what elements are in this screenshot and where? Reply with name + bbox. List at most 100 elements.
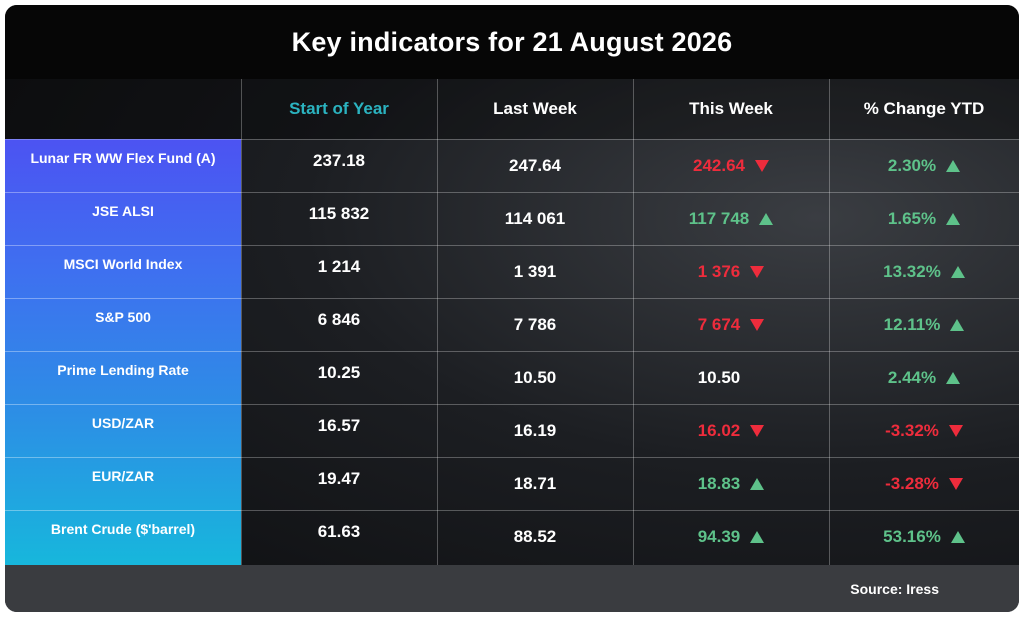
this-week-value: 242.64 xyxy=(693,155,745,175)
triangle-up-icon xyxy=(950,318,965,331)
cell-last-week: 88.52 xyxy=(513,526,557,546)
row-divider xyxy=(241,298,1019,299)
cell-start-of-year: 115 832 xyxy=(308,203,370,223)
indicators-table: Start of Year Last Week This Week % Chan… xyxy=(5,79,1019,565)
ytd-value: 2.30% xyxy=(887,155,937,175)
row-label: MSCI World Index xyxy=(63,256,183,272)
cell-change-ytd: -3.28% xyxy=(829,457,1019,510)
row-label: S&P 500 xyxy=(95,309,151,325)
ytd-value: 12.11% xyxy=(883,314,941,334)
cell-change-ytd: 1.65% xyxy=(829,192,1019,245)
triangle-down-icon xyxy=(750,424,765,437)
row-label-divider xyxy=(5,245,241,246)
row-divider xyxy=(241,351,1019,352)
column-divider xyxy=(241,79,242,565)
cell-last-week: 114 061 xyxy=(504,208,566,228)
row-label-divider xyxy=(5,510,241,511)
triangle-up-icon xyxy=(946,371,961,384)
ytd-value: 1.65% xyxy=(887,208,937,228)
header-last-week: Last Week xyxy=(493,99,577,118)
row-label-column xyxy=(5,139,241,565)
row-label-divider xyxy=(5,351,241,352)
cell-change-ytd: 2.44% xyxy=(829,351,1019,404)
ytd-value: -3.28% xyxy=(885,473,939,493)
triangle-up-icon xyxy=(946,159,961,172)
row-label: Brent Crude ($'barrel) xyxy=(50,521,196,537)
header-divider xyxy=(5,139,1019,140)
triangle-down-icon xyxy=(948,477,963,490)
cell-start-of-year: 237.18 xyxy=(313,150,365,170)
row-divider xyxy=(241,510,1019,511)
triangle-down-icon xyxy=(755,159,769,172)
cell-last-week: 1 391 xyxy=(513,261,557,281)
row-divider xyxy=(241,192,1019,193)
row-label-divider xyxy=(5,192,241,193)
row-divider xyxy=(241,404,1019,405)
cell-change-ytd: 13.32% xyxy=(829,245,1019,298)
cell-last-week: 18.71 xyxy=(513,473,557,493)
header-row xyxy=(5,79,1019,139)
header-change-ytd: % Change YTD xyxy=(863,99,985,118)
triangle-up-icon xyxy=(950,265,965,278)
cell-start-of-year: 10.25 xyxy=(317,362,361,382)
cell-last-week: 7 786 xyxy=(513,314,557,334)
row-divider xyxy=(241,457,1019,458)
column-divider xyxy=(829,79,830,565)
cell-change-ytd: 53.16% xyxy=(829,510,1019,563)
header-this-week: This Week xyxy=(689,99,773,118)
cell-change-ytd: 2.30% xyxy=(829,139,1019,192)
cell-this-week: 94.39 xyxy=(633,510,829,563)
ytd-value: 13.32% xyxy=(883,261,941,281)
cell-start-of-year: 61.63 xyxy=(317,521,361,541)
cell-this-week: 10.50 xyxy=(633,351,829,404)
this-week-value: 16.02 xyxy=(697,420,741,440)
this-week-value: 7 674 xyxy=(697,314,741,334)
ytd-value: -3.32% xyxy=(885,420,939,440)
cell-last-week: 16.19 xyxy=(513,420,557,440)
cell-this-week: 117 748 xyxy=(633,192,829,245)
triangle-up-icon xyxy=(759,212,774,225)
row-label-divider xyxy=(5,404,241,405)
row-label: EUR/ZAR xyxy=(91,468,155,484)
ytd-value: 2.44% xyxy=(887,367,937,387)
row-label: JSE ALSI xyxy=(92,203,154,219)
cell-this-week: 1 376 xyxy=(633,245,829,298)
cell-this-week: 18.83 xyxy=(633,457,829,510)
cell-this-week: 16.02 xyxy=(633,404,829,457)
cell-change-ytd: 12.11% xyxy=(829,298,1019,351)
cell-start-of-year: 6 846 xyxy=(317,309,361,329)
cell-start-of-year: 19.47 xyxy=(317,468,361,488)
column-divider xyxy=(633,79,634,565)
row-divider xyxy=(241,245,1019,246)
footer: Source: Iress xyxy=(5,565,1019,612)
cell-this-week: 7 674 xyxy=(633,298,829,351)
row-label-divider xyxy=(5,298,241,299)
cell-last-week: 10.50 xyxy=(513,367,557,387)
row-label: USD/ZAR xyxy=(91,415,155,431)
triangle-down-icon xyxy=(750,318,765,331)
triangle-up-icon xyxy=(750,530,765,543)
this-week-value: 1 376 xyxy=(697,261,741,281)
triangle-down-icon xyxy=(750,265,765,278)
this-week-value: 10.50 xyxy=(697,367,741,387)
triangle-down-icon xyxy=(948,424,963,437)
triangle-up-icon xyxy=(750,477,765,490)
cell-start-of-year: 16.57 xyxy=(317,415,361,435)
cell-last-week: 247.64 xyxy=(509,155,561,175)
cell-this-week: 242.64 xyxy=(633,139,829,192)
row-label: Lunar FR WW Flex Fund (A) xyxy=(30,150,216,166)
row-label: Prime Lending Rate xyxy=(57,362,189,378)
triangle-up-icon xyxy=(946,212,961,225)
column-divider xyxy=(437,79,438,565)
page-title: Key indicators for 21 August 2026 xyxy=(5,5,1019,79)
ytd-value: 53.16% xyxy=(883,526,941,546)
this-week-value: 117 748 xyxy=(688,208,750,228)
header-start-of-year: Start of Year xyxy=(289,99,389,118)
this-week-value: 18.83 xyxy=(697,473,741,493)
cell-change-ytd: -3.32% xyxy=(829,404,1019,457)
row-label-divider xyxy=(5,457,241,458)
indicators-card: Key indicators for 21 August 2026 Start … xyxy=(5,5,1019,612)
this-week-value: 94.39 xyxy=(697,526,741,546)
cell-start-of-year: 1 214 xyxy=(317,256,361,276)
triangle-up-icon xyxy=(950,530,965,543)
